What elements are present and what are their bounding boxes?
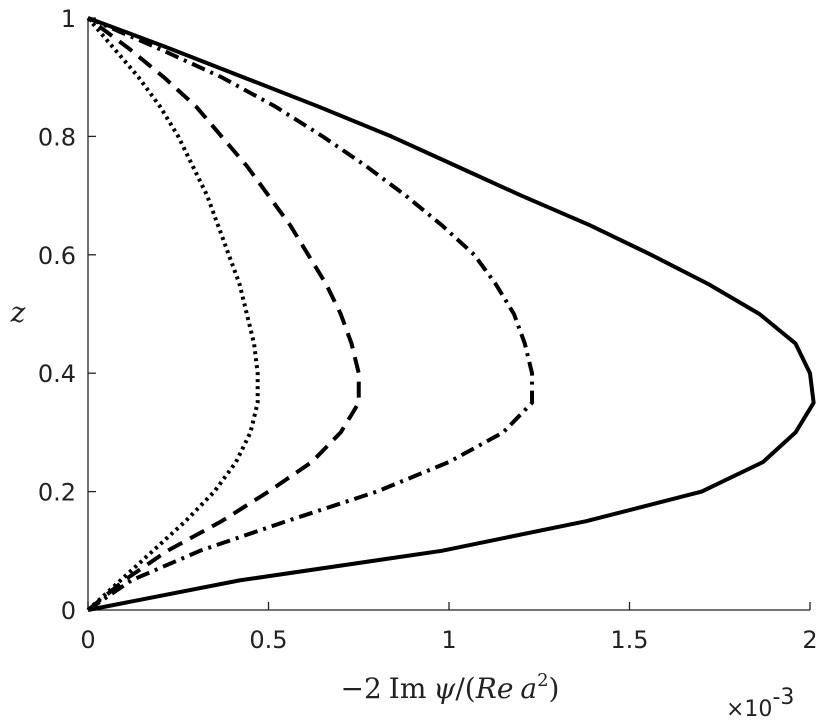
x-tick-label: 0 xyxy=(80,626,95,654)
x-multiplier-base: ×10 xyxy=(726,697,772,722)
y-tick-label: 0.2 xyxy=(38,479,76,507)
x-tick-label: 1 xyxy=(441,626,456,654)
y-axis-label: z xyxy=(10,296,26,329)
y-tick-label: 0 xyxy=(61,597,76,625)
x-axis-label: −2 Im ψ/(Re a2) xyxy=(341,670,560,705)
x-tick-label: 0.5 xyxy=(249,626,287,654)
data-line xyxy=(86,16,260,612)
y-tick-label: 1 xyxy=(61,5,76,33)
x-axis-label-part: ) xyxy=(549,672,560,705)
data-line xyxy=(86,16,361,612)
x-tick-label: 1.5 xyxy=(610,626,648,654)
y-tick-label: 0.8 xyxy=(38,123,76,151)
x-axis-label-part: Re xyxy=(475,672,514,705)
x-axis-label-part: Im xyxy=(389,672,427,705)
x-multiplier: ×10-3 xyxy=(726,685,794,722)
x-axis-label-part: a xyxy=(520,672,537,705)
x-axis-label-part: ψ xyxy=(433,672,456,705)
x-axis-label-part: /( xyxy=(455,672,475,705)
y-tick-label: 0.6 xyxy=(38,242,76,270)
x-multiplier-exponent: -3 xyxy=(772,685,794,710)
x-axis-label-part: −2 xyxy=(341,672,382,705)
data-line xyxy=(87,16,816,612)
x-axis-label-part: 2 xyxy=(537,670,548,691)
y-tick-label: 0.4 xyxy=(38,360,76,388)
data-line xyxy=(86,16,535,612)
x-tick-label: 2 xyxy=(802,626,817,654)
